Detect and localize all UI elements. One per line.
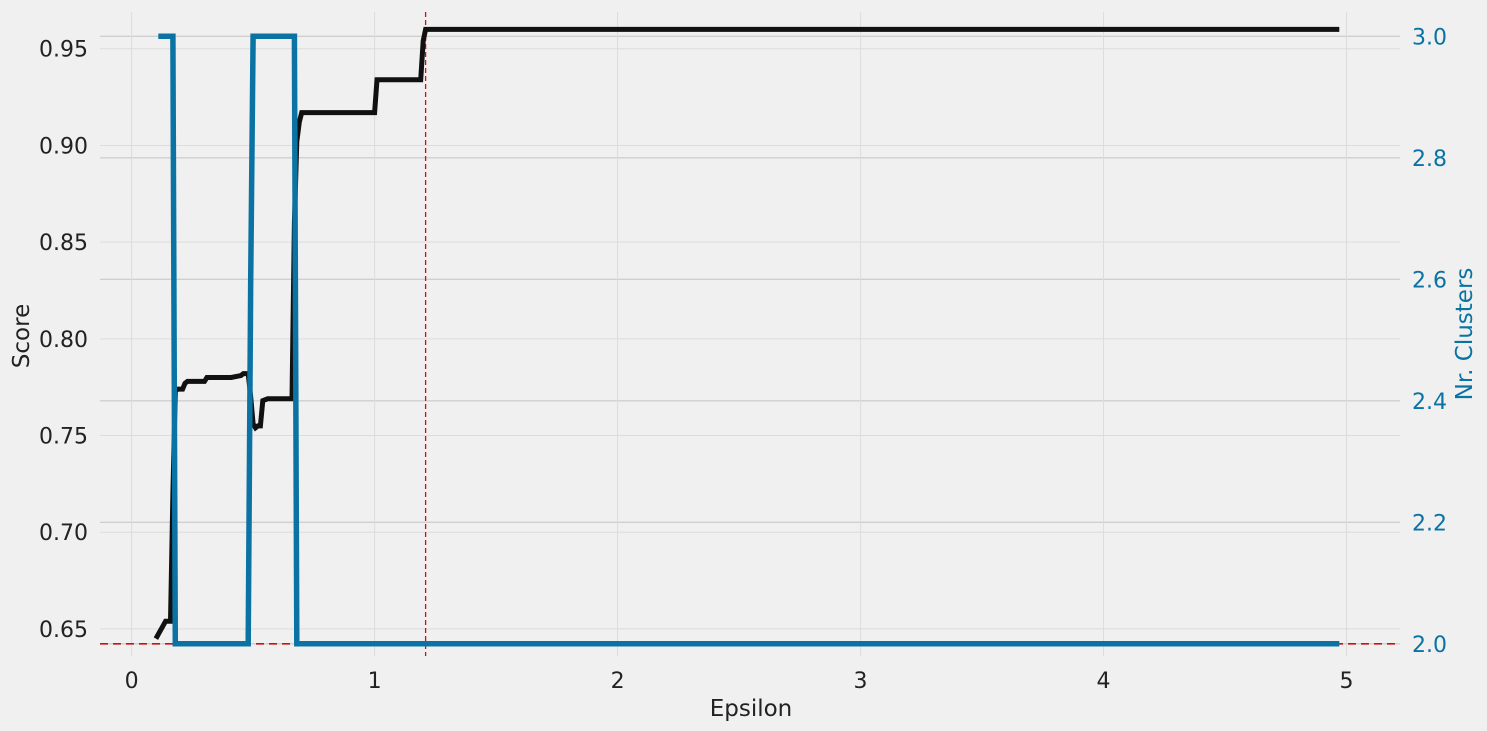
series-lines [153, 26, 1340, 647]
left-tick-label: 0.70 [39, 521, 88, 546]
clusters-series-line [158, 33, 1340, 647]
left-tick-label: 0.90 [39, 134, 88, 159]
tick-labels: 0.65 0.70 0.75 0.80 0.85 0.90 0.95 2.0 2.2 2.4 2.6… [39, 25, 1447, 694]
right-tick-label: 2.8 [1412, 147, 1447, 172]
left-tick-label: 0.65 [39, 618, 88, 643]
right-tick-label: 2.2 [1412, 511, 1447, 536]
score-series-line [153, 26, 1340, 640]
x-axis-title: Epsilon [710, 696, 793, 722]
x-tick-label: 5 [1340, 669, 1354, 694]
right-tick-label: 2.6 [1412, 268, 1447, 293]
right-tick-label: 3.0 [1412, 25, 1447, 50]
right-tick-label: 2.0 [1412, 633, 1447, 658]
left-axis-title: Score [9, 304, 35, 368]
right-tick-label: 2.4 [1412, 390, 1447, 415]
left-tick-label: 0.80 [39, 328, 88, 353]
x-tick-label: 1 [368, 669, 382, 694]
left-tick-label: 0.85 [39, 231, 88, 256]
x-tick-label: 3 [854, 669, 868, 694]
left-tick-label: 0.75 [39, 425, 88, 450]
x-tick-label: 0 [125, 669, 139, 694]
grid-lines [100, 12, 1400, 656]
right-axis-title: Nr. Clusters [1452, 268, 1478, 401]
left-tick-label: 0.95 [39, 38, 88, 63]
x-tick-label: 2 [611, 669, 625, 694]
x-tick-label: 4 [1097, 669, 1111, 694]
